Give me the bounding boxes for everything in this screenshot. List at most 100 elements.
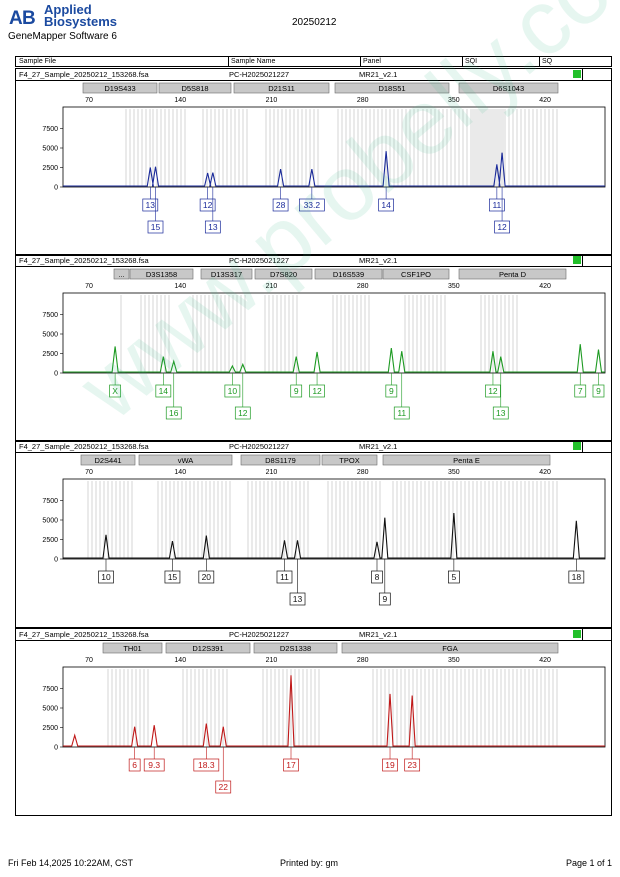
software-name: GeneMapper Software 6 [8, 31, 117, 42]
y-tick-label: 0 [54, 371, 58, 378]
allele-label[interactable]: 9 [385, 373, 398, 398]
x-tick-label: 420 [539, 657, 551, 664]
svg-text:7: 7 [578, 386, 583, 396]
allele-label[interactable]: 5 [448, 559, 460, 584]
locus-csf1po: CSF1PO [382, 268, 450, 280]
svg-text:TH01: TH01 [123, 644, 141, 653]
svg-text:12: 12 [312, 386, 322, 396]
allele-label[interactable]: 13 [142, 187, 159, 212]
footer-page-number: Page 1 of 1 [566, 858, 613, 868]
y-tick-label: 2500 [42, 725, 58, 732]
svg-text:12: 12 [488, 386, 498, 396]
allele-label[interactable]: 23 [404, 747, 421, 772]
x-tick-label: 70 [85, 469, 93, 476]
allele-label[interactable]: 12 [199, 187, 216, 212]
allele-label[interactable]: 12 [309, 373, 325, 398]
svg-text:8: 8 [375, 572, 380, 582]
allele-label[interactable]: 12 [485, 373, 501, 398]
x-tick-label: 280 [357, 657, 369, 664]
allele-label[interactable]: 8 [371, 559, 383, 584]
panel-sample-name: PC-H2025021227 [229, 70, 290, 79]
x-tick-label: 350 [448, 469, 460, 476]
x-tick-label: 350 [448, 657, 460, 664]
signal-trace [63, 512, 605, 559]
locus-d6s1043: D6S1043 [458, 82, 559, 94]
locus-d18s51: D18S51 [334, 82, 450, 94]
allele-label[interactable]: 33.2 [299, 187, 325, 212]
footer-printed-by: Printed by: gm [280, 858, 339, 868]
allele-label[interactable]: 11 [276, 559, 293, 584]
allele-label[interactable]: 28 [272, 187, 289, 212]
y-tick-label: 2500 [42, 351, 58, 358]
allele-label[interactable]: 14 [155, 373, 172, 398]
svg-text:D2S441: D2S441 [94, 456, 121, 465]
allele-label[interactable]: 9 [592, 373, 605, 398]
svg-text:13: 13 [146, 200, 156, 210]
sq-status-indicator [573, 256, 581, 264]
allele-label[interactable]: 18.3 [193, 747, 220, 772]
locus-d8s1179: D8S1179 [240, 454, 321, 466]
allele-label[interactable]: 9 [378, 559, 391, 606]
allele-label[interactable]: 9 [290, 373, 303, 398]
allele-label[interactable]: 18 [568, 559, 585, 584]
allele-label[interactable]: 13 [204, 187, 221, 234]
allele-label[interactable]: 13 [289, 559, 306, 606]
allele-label[interactable]: 17 [283, 747, 299, 772]
svg-text:16: 16 [169, 408, 179, 418]
brand-line-1: Applied [44, 2, 92, 17]
allele-label[interactable]: 20 [198, 559, 215, 584]
col-sample-name: Sample Name [231, 58, 276, 65]
allele-label[interactable]: 14 [378, 187, 394, 212]
svg-text:D13S317: D13S317 [211, 270, 242, 279]
allele-label[interactable]: 16 [165, 373, 182, 420]
x-tick-label: 350 [448, 97, 460, 104]
allele-label[interactable]: 13 [492, 373, 509, 420]
brand-line-2: Biosystems [44, 14, 117, 29]
svg-text:9: 9 [294, 386, 299, 396]
allele-label[interactable]: 9.3 [143, 747, 165, 772]
svg-text:D7S820: D7S820 [270, 270, 297, 279]
x-tick-label: 280 [357, 283, 369, 290]
svg-text:22: 22 [219, 782, 229, 792]
allele-label[interactable]: 11 [393, 373, 410, 420]
allele-label[interactable]: X [109, 373, 121, 398]
x-tick-label: 420 [539, 97, 551, 104]
allele-label[interactable]: 10 [98, 559, 114, 584]
allele-label[interactable]: 22 [215, 747, 232, 794]
y-tick-label: 5000 [42, 332, 58, 339]
x-tick-label: 210 [266, 283, 278, 290]
locus-d7s820: D7S820 [254, 268, 313, 280]
svg-text:9: 9 [389, 386, 394, 396]
allele-label[interactable]: 10 [224, 373, 241, 398]
panel-sample-file: F4_27_Sample_20250212_153268.fsa [19, 442, 149, 451]
svg-text:11: 11 [492, 200, 501, 210]
allele-label[interactable]: 11 [489, 187, 505, 212]
svg-text:9: 9 [596, 386, 601, 396]
allele-label[interactable]: 15 [147, 187, 164, 234]
svg-text:13: 13 [208, 222, 218, 232]
y-tick-label: 7500 [42, 498, 58, 505]
allele-label[interactable]: 7 [574, 373, 587, 398]
svg-text:12: 12 [497, 222, 507, 232]
y-tick-label: 5000 [42, 518, 58, 525]
panel-1: F4_27_Sample_20250212_153268.fsa PC-H2025… [15, 68, 612, 256]
svg-text:D3S1358: D3S1358 [146, 270, 177, 279]
brand-name: Applied Biosystems [44, 2, 117, 29]
svg-text:Penta D: Penta D [499, 270, 527, 279]
sq-status-indicator [573, 630, 581, 638]
svg-text:D19S433: D19S433 [104, 84, 135, 93]
allele-label[interactable]: 12 [494, 187, 510, 234]
allele-label[interactable]: 19 [382, 747, 398, 772]
panel-panel-name: MR21_v2.1 [359, 70, 398, 79]
svg-text:20: 20 [202, 572, 212, 582]
electropherogram-2: ... D3S1358 D13S317 D7S820 D16S539 CSF1PO Pent… [42, 268, 606, 420]
panel-3: F4_27_Sample_20250212_153268.fsa PC-H2025… [15, 440, 612, 628]
allele-label[interactable]: 15 [164, 559, 181, 584]
x-tick-label: 70 [85, 283, 93, 290]
allele-label[interactable]: 6 [128, 747, 141, 772]
allele-label[interactable]: 12 [234, 373, 251, 420]
x-tick-label: 140 [174, 97, 186, 104]
col-panel: Panel [363, 58, 381, 65]
svg-text:15: 15 [151, 222, 161, 232]
